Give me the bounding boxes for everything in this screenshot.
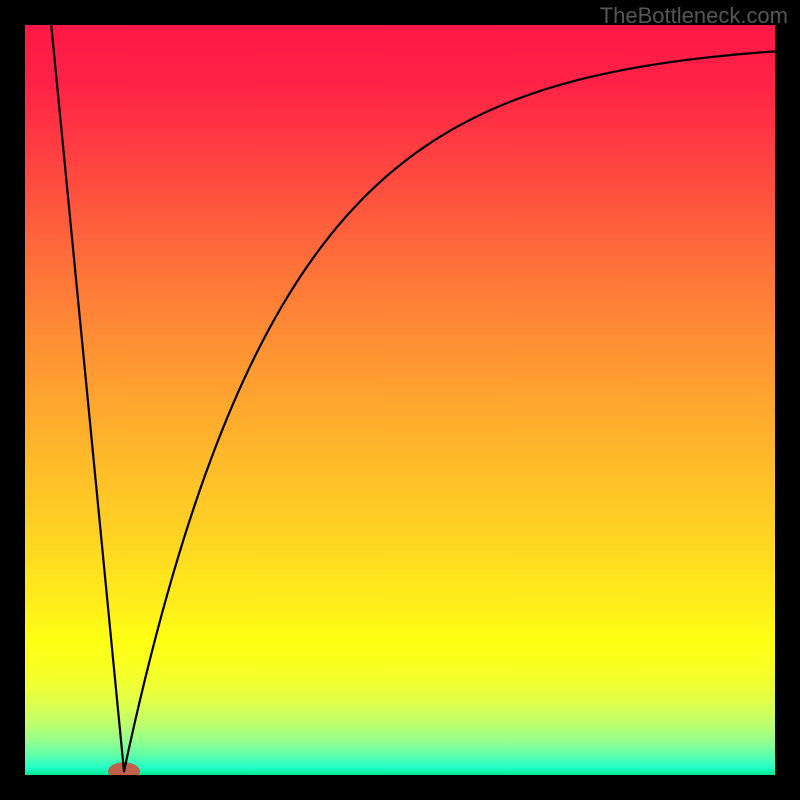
chart-frame: TheBottleneck.com <box>0 0 800 800</box>
plot-area <box>25 25 775 775</box>
gradient-background <box>25 25 775 775</box>
chart-svg <box>25 25 775 775</box>
watermark-label: TheBottleneck.com <box>600 3 788 29</box>
